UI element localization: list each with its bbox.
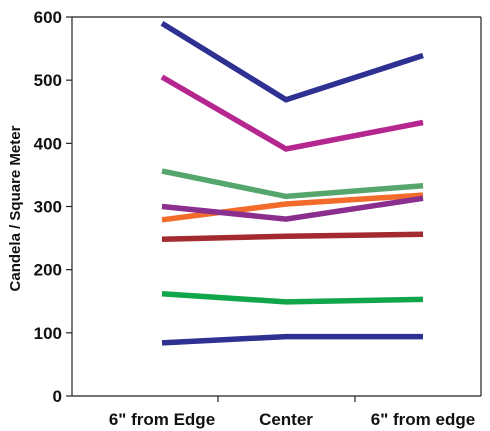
series-line-6 [161,231,424,243]
y-axis-title: Candela / Square Meter [7,125,24,291]
y-tick-label: 400 [34,134,62,153]
x-axis-ticks: 6" from Edge Center 6" from edge [109,396,475,429]
y-tick-label: 100 [34,324,62,343]
series-line-1 [160,20,424,103]
series-line-7 [161,290,424,305]
y-tick-label: 200 [34,261,62,280]
series-line-8 [161,333,423,346]
y-tick-label: 300 [34,198,62,217]
series-line-4 [161,192,424,223]
y-tick-label: 0 [53,387,62,406]
x-tick-label: Center [259,410,313,429]
series-line-2 [160,74,424,152]
series-line-3 [161,168,424,200]
y-tick-label: 600 [34,8,62,27]
x-tick-label: 6" from Edge [109,410,215,429]
y-tick-label: 500 [34,71,62,90]
series-lines [160,20,424,346]
series-line-5 [161,195,424,222]
x-tick-label: 6" from edge [371,410,475,429]
y-axis-ticks: 0 100 200 300 400 500 600 [34,8,72,406]
